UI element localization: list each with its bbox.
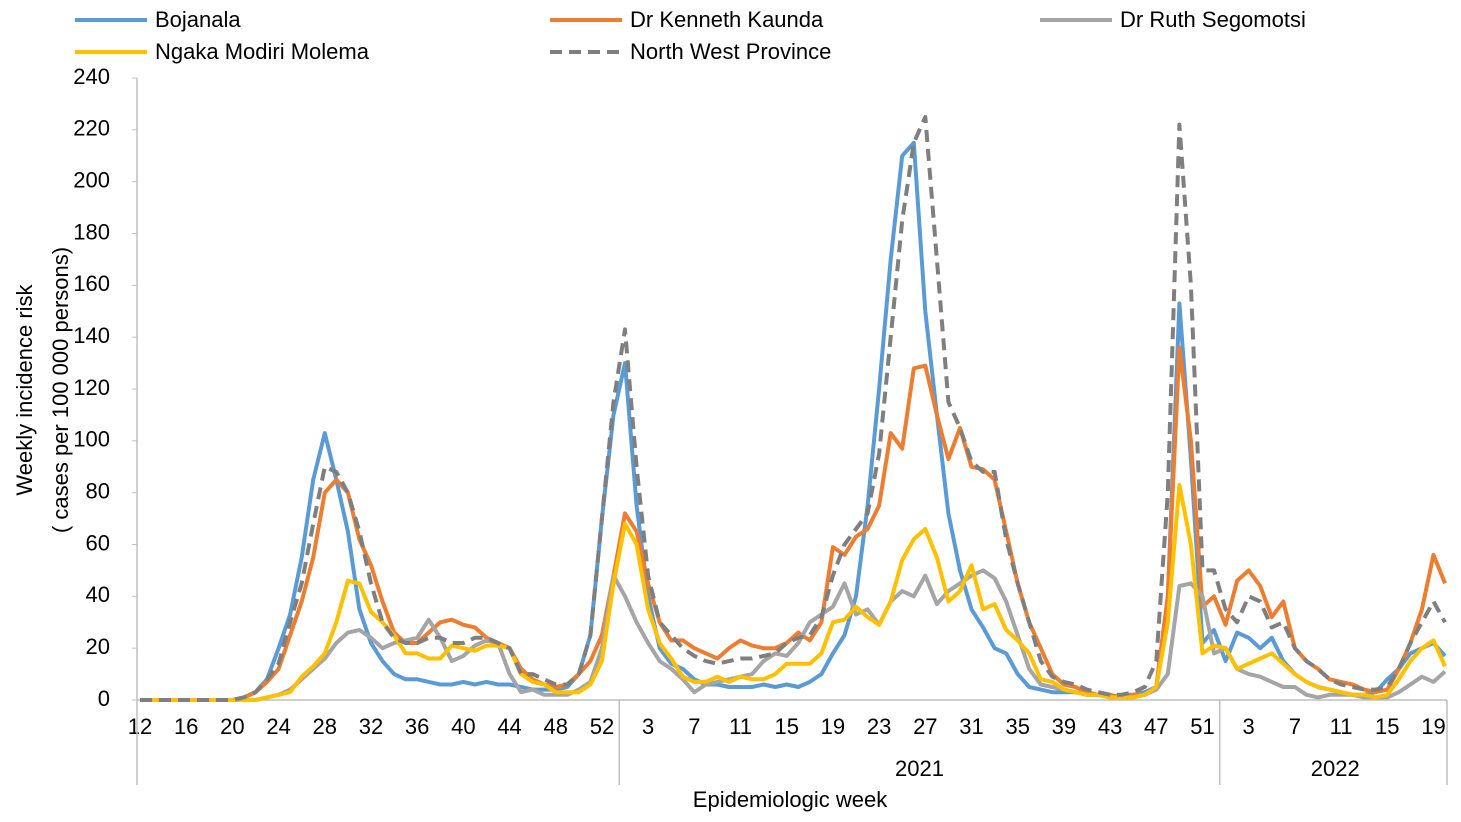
series-line (140, 345, 1447, 702)
y-tick-label: 80 (86, 478, 110, 503)
y-tick-label: 240 (73, 64, 110, 89)
x-tick-label: 11 (729, 714, 752, 739)
x-tick-label: 28 (313, 714, 337, 739)
x-tick-label: 3 (642, 714, 654, 739)
x-tick-label: 40 (451, 714, 475, 739)
legend-label: Dr Kenneth Kaunda (630, 7, 824, 32)
y-tick-label: 0 (98, 686, 110, 711)
x-group-label: 2022 (1311, 756, 1360, 781)
x-tick-label: 36 (405, 714, 429, 739)
x-tick-label: 7 (1289, 714, 1301, 739)
legend-label: North West Province (630, 39, 831, 64)
legend-label: Bojanala (155, 7, 241, 32)
x-tick-label: 32 (359, 714, 383, 739)
y-tick-label: 160 (73, 271, 110, 296)
y-tick-label: 100 (73, 427, 110, 452)
x-tick-label: 15 (1375, 714, 1399, 739)
x-tick-label: 12 (128, 714, 152, 739)
y-tick-label: 200 (73, 167, 110, 192)
legend-label: Ngaka Modiri Molema (155, 39, 370, 64)
x-tick-label: 15 (774, 714, 798, 739)
y-tick-label: 40 (86, 582, 110, 607)
series-line (140, 114, 1447, 702)
x-tick-label: 44 (497, 714, 521, 739)
x-tick-label: 11 (1330, 714, 1353, 739)
legend-label: Dr Ruth Segomotsi (1120, 7, 1306, 32)
x-tick-label: 20 (220, 714, 244, 739)
x-group-label: 2021 (895, 756, 944, 781)
x-tick-label: 7 (688, 714, 700, 739)
x-tick-label: 51 (1190, 714, 1214, 739)
x-tick-label: 47 (1144, 714, 1168, 739)
x-tick-label: 24 (266, 714, 290, 739)
x-tick-label: 19 (1421, 714, 1445, 739)
y-tick-label: 20 (86, 634, 110, 659)
x-tick-label: 3 (1243, 714, 1255, 739)
x-axis-title: Epidemiologic week (693, 787, 888, 812)
y-axis-title: ( cases per 100 000 persons) (48, 247, 73, 533)
y-tick-label: 140 (73, 323, 110, 348)
x-tick-label: 43 (1098, 714, 1122, 739)
y-tick-label: 220 (73, 116, 110, 141)
x-tick-label: 27 (913, 714, 937, 739)
x-tick-label: 39 (1052, 714, 1076, 739)
x-tick-label: 16 (174, 714, 198, 739)
series-line (140, 482, 1447, 702)
x-tick-label: 23 (867, 714, 891, 739)
y-tick-label: 60 (86, 530, 110, 555)
x-tick-label: 35 (1005, 714, 1029, 739)
x-tick-label: 19 (821, 714, 845, 739)
y-tick-label: 180 (73, 219, 110, 244)
series-line (140, 140, 1447, 702)
x-tick-label: 48 (544, 714, 568, 739)
x-tick-label: 52 (590, 714, 614, 739)
y-axis-title: Weekly incidence risk (12, 283, 37, 495)
y-tick-label: 120 (73, 375, 110, 400)
x-tick-label: 31 (959, 714, 983, 739)
